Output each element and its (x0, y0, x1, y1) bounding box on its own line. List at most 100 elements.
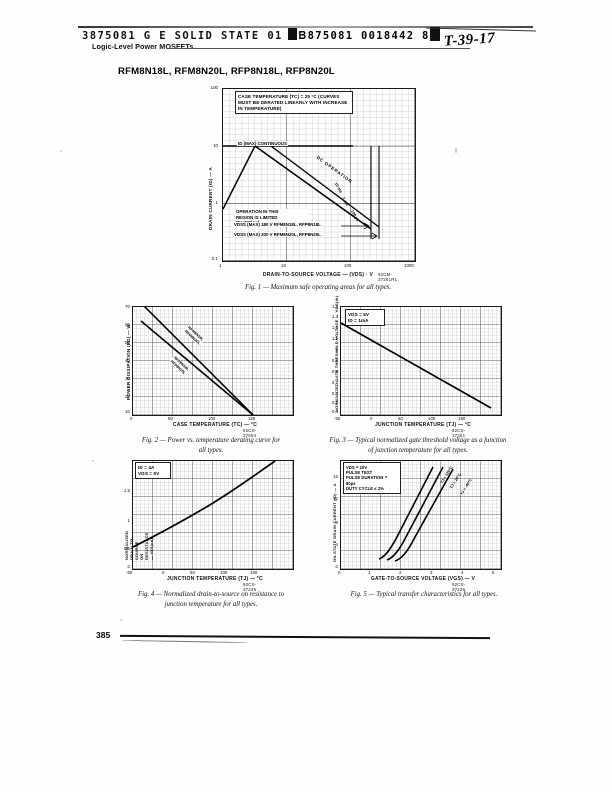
fig1-condition-note: CASE TEMPERATURE (TC) = 25 °C (CURVES MU… (235, 91, 353, 115)
scan-speck (120, 619, 122, 621)
fig5-ytick-8: 8 (335, 520, 338, 525)
fig1-ytick-0.1: 0.1 (211, 256, 218, 261)
fig3-ytick-1: 1 (335, 347, 338, 352)
fig2-ytick-30: 30 (125, 376, 130, 381)
fig3-ytick-1.2: 1.2 (331, 325, 338, 330)
fig1-y-axis-label: DRAIN CURRENT (ID) — A (208, 166, 213, 230)
page-number: 385 (96, 630, 111, 640)
fig4-ytick-0: 0 (127, 564, 130, 569)
fig3-xtick-150: 150 (458, 416, 466, 421)
footer-rule (119, 634, 491, 639)
fig3-ytick-0.7: 0.7 (331, 380, 338, 385)
microfilm-code-2: 3875081 0018442 8 (300, 30, 430, 42)
fig1-xtick-1: 1 (219, 263, 222, 268)
fig1-ytick-10: 10 (213, 143, 218, 148)
fig3-ytick-1.1: 1.1 (331, 336, 338, 341)
fig3-refcode: 92CS-37251 (452, 428, 466, 438)
fig2-ytick-60: 60 (125, 322, 130, 327)
scan-speck (60, 150, 62, 152)
fig2-ytick-70: 70 (125, 304, 130, 309)
fig5-y-axis-label: ON-STATE DRAIN CURRENT (ID) — A (332, 483, 337, 562)
fig3-ytick-0.5: 0.5 (331, 400, 338, 405)
page-title: RFM8N18L, RFM8N20L, RFP8N18L, RFP8N20L (118, 66, 335, 77)
header-rule (78, 26, 533, 28)
fig2-xtick-100: 100 (208, 416, 216, 421)
header-subtitle: Logic-Level Power MOSFETs (92, 42, 194, 51)
fig1-refcode: 92CM-37261R1 (378, 272, 398, 282)
fig1-x-axis-label: DRAIN-TO-SOURCE VOLTAGE — (VDS) · V (262, 272, 374, 278)
microfilm-header: 3875081 G E SOLID STATE 01 DE Logic-Leve… (70, 26, 540, 60)
header-block-mark-1 (288, 28, 297, 40)
fig3-xtick-50: 50 (398, 416, 403, 421)
fig1-caption: Fig. 1 — Maximum safe operating areas fo… (244, 284, 392, 291)
fig3-xtick--50: -50 (334, 416, 341, 421)
fig2-ytick-10: 10 (125, 409, 130, 414)
fig2-plot-area: RFM8N18L RFM8N20L RFP8N18L RFP8N20L (132, 306, 294, 416)
fig4-xtick-100: 100 (220, 570, 228, 575)
fig5-ytick-12: 12 (333, 496, 338, 501)
fig4-condition-note: ID = 4A VGS = 5V (135, 462, 171, 480)
fig4-refcode: 92CS-37225 (243, 582, 257, 592)
fig1-annot-vdss-180: VDSS (MAX) 180 V RFM8N18L, RFP8N18L (233, 222, 322, 227)
fig5-xtick-0: 0 (338, 570, 341, 575)
fig2-ytick-40: 40 (125, 358, 130, 363)
fig5-xtick-5: 5 (492, 570, 495, 575)
fig4-xtick-0: 0 (162, 570, 165, 575)
fig5-condition-note: VDS = 10V PULSE TEST PULSE DURATION = 80… (343, 462, 401, 494)
fig3-xtick-0: 0 (370, 416, 373, 421)
header-block-mark-2 (430, 27, 440, 41)
fig5-x-axis-label: GATE-TO-SOURCE VOLTAGE (VGS) — V (370, 576, 476, 582)
fig1-xtick-100: 100 (344, 263, 352, 268)
fig2-caption: Fig. 2 — Power vs. temperature derating … (141, 437, 281, 454)
fig5-refcode: 92CS-37226 (452, 582, 466, 592)
fig3-ytick-0.4: 0.4 (331, 409, 338, 414)
fig3-x-axis-label: JUNCTION TEMPERATURE (TJ) — °C (374, 422, 472, 428)
fig5-xtick-4: 4 (461, 570, 464, 575)
fig3-ytick-0.6: 0.6 (331, 391, 338, 396)
fig2-refcode: 92CS-37604 (243, 428, 257, 438)
fig2-ytick-20: 20 (125, 394, 130, 399)
microfilm-code: 3875081 G E SOLID STATE 01 DE (82, 30, 306, 42)
fig3-plot-area: VDS = 5V ID = 1mA (340, 306, 502, 416)
fig2-y-axis-label: POWER DISSIPATION (PD) — W (126, 324, 131, 400)
fig1-xtick-10: 10 (281, 263, 286, 268)
fig4-plot-area: ID = 4A VGS = 5V (132, 460, 294, 570)
scan-speck (92, 460, 94, 462)
fig5-xtick-1: 1 (368, 570, 371, 575)
scan-speck (455, 148, 457, 153)
fig1-xtick-1000: 1000 (404, 263, 414, 268)
fig5-plot-area: VDS = 10V PULSE TEST PULSE DURATION = 80… (340, 460, 502, 570)
fig4-caption: Fig. 4 — Normalized drain-to-source on r… (138, 591, 284, 608)
fig5-xtick-2: 2 (399, 570, 402, 575)
fig2-x-axis-label: CASE TEMPERATURE (TC) — °C (172, 422, 258, 428)
fig4-ytick-1.5: 1.5 (123, 488, 130, 493)
footer-rule-secondary (122, 639, 247, 644)
fig4-xtick--50: -50 (126, 570, 133, 575)
fig3-ytick-1.3: 1.3 (331, 314, 338, 319)
fig5-ytick-16: 16 (333, 474, 338, 479)
fig1-ytick-1: 1 (215, 200, 218, 205)
fig2-grid-and-curves (133, 307, 293, 415)
header-underline (170, 48, 470, 49)
fig3-xtick-100: 100 (428, 416, 436, 421)
fig4-x-axis-label: JUNCTION TEMPERATURE (TJ) — °C (166, 576, 264, 582)
fig1-annot-vdss-200: VDSS (MAX) 200 V RFM8N20L, RFP8N20L (233, 232, 322, 237)
fig3-y-axis-label: NORMALIZED GATE THRESHOLD VOLTAGE — VGS(… (334, 295, 339, 412)
fig4-ytick-1: 1 (127, 518, 130, 523)
fig4-xtick-150: 150 (250, 570, 258, 575)
fig2-xtick-0: 0 (130, 416, 133, 421)
fig5-caption: Fig. 5 — Typical transfer characteristic… (350, 591, 498, 598)
fig1-ytick-100: 100 (210, 85, 218, 90)
fig3-ytick-1.4: 1.4 (331, 304, 338, 309)
fig4-ytick-0.5: 0.5 (123, 546, 130, 551)
fig4-y-axis-label: NORMALIZED DRAIN-TO-SOURCE ON RESISTANCE… (124, 530, 154, 560)
fig3-condition-note: VDS = 5V ID = 1mA (345, 309, 385, 327)
fig3-ytick-0.9: 0.9 (331, 358, 338, 363)
fig5-ytick-0: 0 (335, 564, 338, 569)
fig2-ytick-50: 50 (125, 340, 130, 345)
fig2-xtick-150: 150 (248, 416, 256, 421)
fig5-ytick-4: 4 (335, 542, 338, 547)
fig3-caption: Fig. 3 — Typical normalized gate thresho… (329, 437, 507, 454)
fig2-xtick-50: 50 (168, 416, 173, 421)
